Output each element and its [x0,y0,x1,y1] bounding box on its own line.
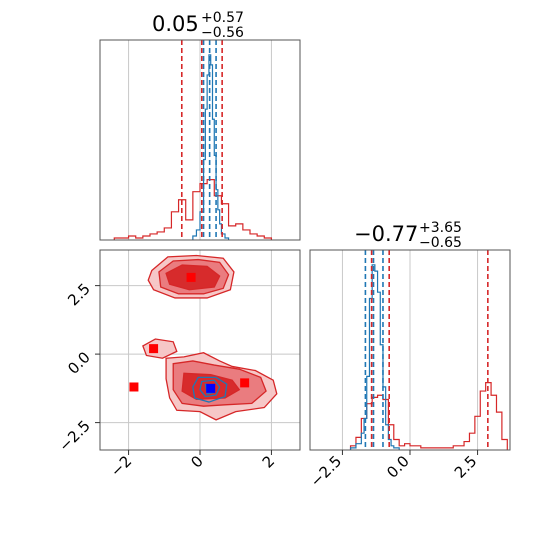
title-param-2-value: −0.77 [354,222,418,246]
title-param-2: −0.77 [354,222,418,246]
x-tick-label: −2 [107,452,135,480]
histogram-red [113,179,273,240]
title-param-2-plus: +3.65 [419,220,462,236]
x-tick-label: 0 [187,452,206,471]
x-tick-label: −2.5 [307,452,345,490]
panel-joint-param-1-param-2: −2 0 2 −2.5 0.0 2.5 [55,249,301,480]
x-tick-label: 2 [259,452,278,471]
marker-red [240,378,250,388]
histogram-red [349,382,508,450]
y-tick-label: 2.5 [64,280,94,310]
histogram-blue [349,264,400,450]
contour-red-outer [142,338,178,359]
title-param-2-minus: −0.65 [419,235,462,251]
title-param-1-minus: −0.56 [201,25,244,41]
title-param-1-plus: +0.57 [201,10,244,26]
title-param-1: 0.05 [152,12,199,36]
marker-red [129,382,139,392]
panel-frame [99,39,301,241]
y-tick-label: −2.5 [55,417,93,455]
x-tick-label: 2.5 [451,452,481,482]
histogram-blue [192,54,230,240]
marker-blue [206,383,216,393]
panel-hist-param-2: −2.5 0.0 2.5 [307,249,511,491]
y-tick-label: 0.0 [64,348,94,378]
marker-red [186,272,196,282]
contour-blue [192,376,228,403]
contour-blue [199,379,221,398]
panel-hist-param-1 [99,39,301,241]
title-param-1-value: 0.05 [152,12,199,36]
x-tick-label: 0.0 [383,452,413,482]
marker-red [149,344,159,354]
